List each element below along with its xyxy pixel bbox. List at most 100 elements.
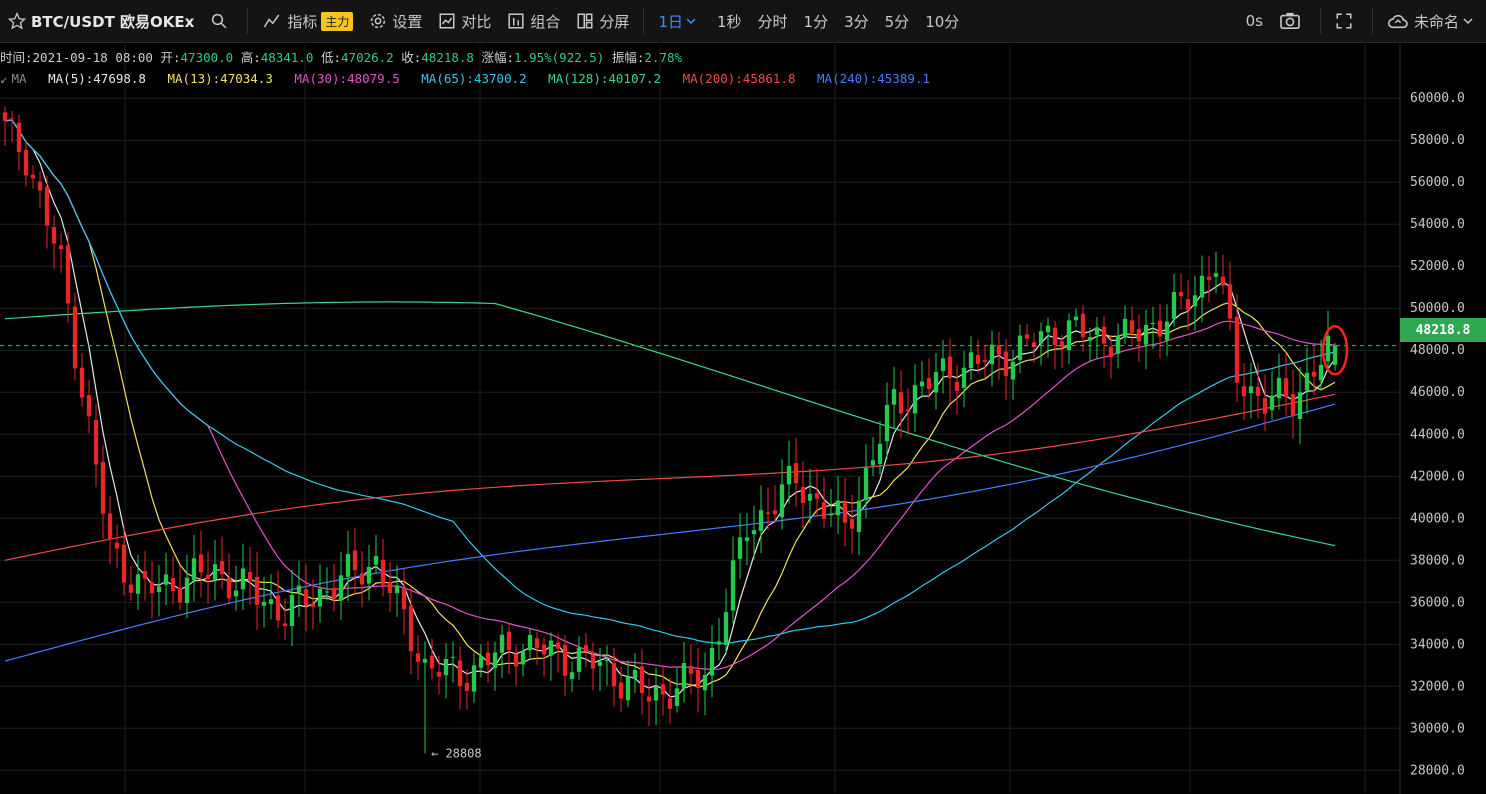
candle-body <box>198 554 204 573</box>
candle-body <box>968 352 974 369</box>
candle-body <box>142 570 148 579</box>
candle-body <box>121 544 127 583</box>
candle-body <box>1248 386 1254 394</box>
interval-1s[interactable]: 1秒 <box>716 12 742 31</box>
divider <box>1319 8 1321 34</box>
ma-line <box>4 119 1336 698</box>
ma-line <box>4 393 1336 561</box>
candle-body <box>226 577 232 599</box>
candle-body <box>681 663 687 689</box>
star-icon[interactable] <box>8 12 26 30</box>
candle-body <box>1080 313 1086 338</box>
interval-5m[interactable]: 5分 <box>884 12 910 31</box>
candle-body <box>205 574 211 580</box>
candle-body <box>352 550 358 571</box>
candle-body <box>548 640 554 656</box>
candle-body <box>1073 316 1079 321</box>
candle-body <box>1052 327 1058 345</box>
candle-body <box>1325 335 1331 362</box>
candle-body <box>1262 398 1268 414</box>
candle-body <box>639 666 645 694</box>
ma128-label: MA(128):40107.2 <box>548 71 662 86</box>
candle-body <box>478 656 484 668</box>
candle-body <box>653 686 659 701</box>
ma-legend: ↙ MA MA(5):47698.8 MA(13):47034.3 MA(30):… <box>0 71 944 86</box>
candle-body <box>114 542 120 549</box>
candle-body <box>898 392 904 414</box>
candle-body <box>912 385 918 414</box>
y-tick-label: 30000.0 <box>1410 721 1465 736</box>
candle-body <box>261 601 267 606</box>
candle-body <box>618 682 624 699</box>
candle-body <box>667 698 673 709</box>
candle-body <box>1283 378 1289 398</box>
fullscreen-button[interactable] <box>1327 0 1366 42</box>
candle-body <box>1094 327 1100 335</box>
legend-collapse-icon[interactable]: ↙ <box>0 71 8 86</box>
candle-body <box>590 655 596 669</box>
candle-body <box>422 659 428 663</box>
candle-body <box>1059 341 1065 348</box>
candle-body <box>1290 394 1296 416</box>
candle-body <box>541 644 547 655</box>
candle-body <box>793 463 799 484</box>
ma-line <box>4 403 1336 662</box>
settings-label: 设置 <box>392 12 423 31</box>
settings-button[interactable]: 设置 <box>361 0 430 42</box>
interval-1d[interactable]: 1日 <box>650 0 709 42</box>
candle-body <box>303 589 309 607</box>
y-tick-label: 28000.0 <box>1410 763 1465 778</box>
candle-body <box>1199 275 1205 298</box>
compare-button[interactable]: 对比 <box>430 0 499 42</box>
combo-button[interactable]: 组合 <box>499 0 568 42</box>
interval-1m[interactable]: 1分 <box>803 12 829 31</box>
candle-body <box>289 595 295 626</box>
split-button[interactable]: 分屏 <box>568 0 637 42</box>
candle-body <box>569 672 575 679</box>
ma-line <box>4 301 1336 547</box>
candle-body <box>1066 320 1072 351</box>
interval-label: 1日 <box>658 12 683 31</box>
search-button[interactable] <box>202 0 241 42</box>
time-value: 2021-09-18 08:00 <box>32 50 153 65</box>
indicator-button[interactable]: 指标 主力 <box>254 0 361 42</box>
candle-body <box>688 665 694 674</box>
candle-body <box>282 623 288 627</box>
layout-save-button[interactable]: 未命名 <box>1379 0 1486 42</box>
interval-3m[interactable]: 3分 <box>844 12 869 31</box>
symbol-selector[interactable]: BTC/USDT 欧易OKEx <box>0 0 202 42</box>
candle-body <box>1297 392 1303 419</box>
candle-body <box>23 149 29 176</box>
candlestick-chart[interactable]: 60000.0 58000.0 56000.0 54000.0 52000.0 50000… <box>0 45 1486 794</box>
candle-body <box>1150 322 1156 325</box>
candle-body <box>373 556 379 565</box>
ma200-label: MA(200):45861.8 <box>682 71 796 86</box>
candle-body <box>86 395 92 417</box>
candle-body <box>156 586 162 593</box>
candle-body <box>170 578 176 591</box>
low-price-marker: ← 28808 <box>431 746 482 760</box>
symbol-label: BTC/USDT 欧易OKEx <box>31 12 195 31</box>
candle-body <box>933 372 939 393</box>
y-tick-label: 56000.0 <box>1410 175 1465 190</box>
interval-timeshare[interactable]: 分时 <box>757 12 788 31</box>
cloud-icon <box>1387 14 1408 29</box>
highlight-circle <box>1321 324 1349 376</box>
candle-body <box>779 484 785 518</box>
candle-body <box>58 245 64 250</box>
screenshot-button[interactable] <box>1271 0 1314 42</box>
candle-body <box>163 574 169 585</box>
candle-body <box>1115 335 1121 354</box>
fullscreen-icon <box>1336 13 1352 29</box>
candle-body <box>527 634 533 651</box>
interval-10m[interactable]: 10分 <box>925 12 960 31</box>
candle-body <box>415 653 421 662</box>
combo-icon <box>508 13 524 29</box>
y-tick-label: 46000.0 <box>1410 385 1465 400</box>
candle-body <box>128 584 134 593</box>
close-label: 收: <box>401 50 422 65</box>
candle-body <box>982 360 988 362</box>
candle-body <box>646 696 652 702</box>
candle-body <box>72 306 78 369</box>
candle-body <box>884 404 890 442</box>
